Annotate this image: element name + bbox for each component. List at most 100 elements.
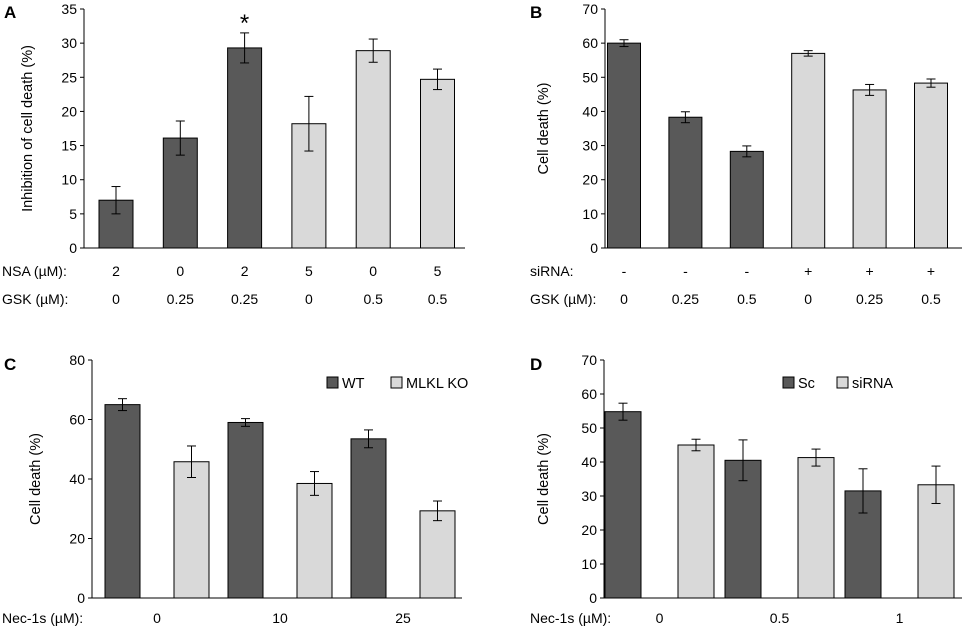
y-tick-label: 60: [582, 35, 598, 51]
y-tick-label: 15: [61, 138, 77, 154]
legend-label: WT: [342, 376, 365, 392]
row-value: 5: [434, 263, 442, 279]
row-value: 0.5: [921, 291, 941, 307]
row-value: -: [744, 263, 749, 279]
y-tick-label: 25: [61, 69, 77, 85]
row-value: 0: [176, 263, 184, 279]
bar: [607, 42, 641, 249]
row-value: 0.5: [770, 610, 790, 626]
y-tick-label: 10: [582, 206, 598, 222]
row-value: +: [866, 263, 874, 279]
y-tick-label: 30: [581, 488, 597, 504]
bar: [296, 482, 333, 599]
y-tick-label: 50: [581, 420, 597, 436]
y-tick-label: 5: [69, 206, 77, 222]
legend-swatch: [836, 376, 849, 389]
panel-label: B: [530, 3, 542, 22]
bar: [104, 404, 141, 599]
row-value: 0.25: [167, 291, 194, 307]
row-value: 0.25: [672, 291, 699, 307]
row-label: Nec-1s (µM):: [530, 610, 611, 626]
bar: [797, 457, 835, 599]
bar: [227, 421, 264, 599]
row-value: 0.5: [428, 291, 448, 307]
row-value: 0: [153, 610, 161, 626]
row-value: 25: [395, 610, 411, 626]
panel-label: A: [4, 3, 16, 22]
bar: [162, 137, 198, 249]
row-value: 2: [241, 263, 249, 279]
bar: [852, 89, 887, 249]
bar: [729, 150, 764, 249]
y-tick-label: 30: [61, 35, 77, 51]
row-label: GSK (µM):: [530, 291, 596, 307]
significance-marker: *: [240, 10, 249, 37]
row-label: NSA (µM):: [2, 263, 67, 279]
row-value: 0: [369, 263, 377, 279]
bar: [350, 438, 387, 599]
legend-label: MLKL KO: [406, 376, 468, 392]
legend-label: siRNA: [852, 376, 893, 392]
panel-c: 0 20 40 60 80 Cell death (%) C Nec-1s (µM): 0 10 2…: [2, 352, 468, 626]
row-value: -: [683, 263, 688, 279]
bar: [355, 50, 391, 249]
y-tick-label: 20: [581, 522, 597, 538]
y-tick-label: 20: [61, 103, 77, 119]
row-value: 0.5: [363, 291, 383, 307]
row-value: 1: [896, 610, 904, 626]
row-value: 0: [112, 291, 120, 307]
y-axis-label: Cell death (%): [28, 433, 44, 525]
row-value: +: [804, 263, 812, 279]
row-value: 2: [112, 263, 120, 279]
row-value: 0: [305, 291, 313, 307]
bar: [791, 52, 826, 249]
bar: [914, 82, 948, 249]
legend-swatch: [326, 376, 339, 389]
bar: [420, 78, 455, 249]
y-tick-label: 20: [582, 172, 598, 188]
row-value: -: [622, 263, 627, 279]
bar: [668, 116, 703, 249]
row-value: 5: [305, 263, 313, 279]
legend-swatch: [782, 376, 795, 389]
row-value: 10: [272, 610, 288, 626]
y-tick-label: 10: [61, 172, 77, 188]
y-tick-label: 20: [69, 531, 85, 547]
row-value: +: [927, 263, 935, 279]
y-tick-label: 0: [77, 590, 85, 606]
bar: [604, 411, 642, 599]
y-tick-label: 0: [590, 240, 598, 256]
y-axis-label: Cell death (%): [536, 433, 552, 525]
y-tick-label: 40: [582, 103, 598, 119]
row-value: 0: [620, 291, 628, 307]
panel-label: D: [530, 355, 542, 374]
y-axis-label: Inhibition of cell death (%): [20, 45, 36, 212]
y-tick-label: 70: [582, 1, 598, 17]
y-axis-label: Cell death (%): [536, 83, 552, 175]
legend-swatch: [390, 376, 403, 389]
bar: [724, 459, 762, 599]
y-tick-label: 40: [581, 454, 597, 470]
row-label: siRNA:: [530, 263, 574, 279]
y-tick-label: 0: [69, 240, 77, 256]
panel-label: C: [4, 355, 16, 374]
row-label: GSK (µM):: [2, 291, 68, 307]
y-tick-label: 35: [61, 1, 77, 17]
y-tick-label: 70: [581, 352, 597, 368]
row-value: 0: [656, 610, 664, 626]
y-tick-label: 60: [69, 412, 85, 428]
y-tick-label: 80: [69, 352, 85, 368]
y-tick-label: 60: [581, 386, 597, 402]
y-tick-label: 40: [69, 471, 85, 487]
row-value: 0.25: [231, 291, 258, 307]
bar: [227, 47, 263, 249]
row-value: 0.25: [856, 291, 883, 307]
y-tick-label: 0: [589, 590, 597, 606]
bar: [419, 510, 456, 599]
row-value: 0: [804, 291, 812, 307]
row-value: 0.5: [737, 291, 757, 307]
y-tick-label: 30: [582, 138, 598, 154]
